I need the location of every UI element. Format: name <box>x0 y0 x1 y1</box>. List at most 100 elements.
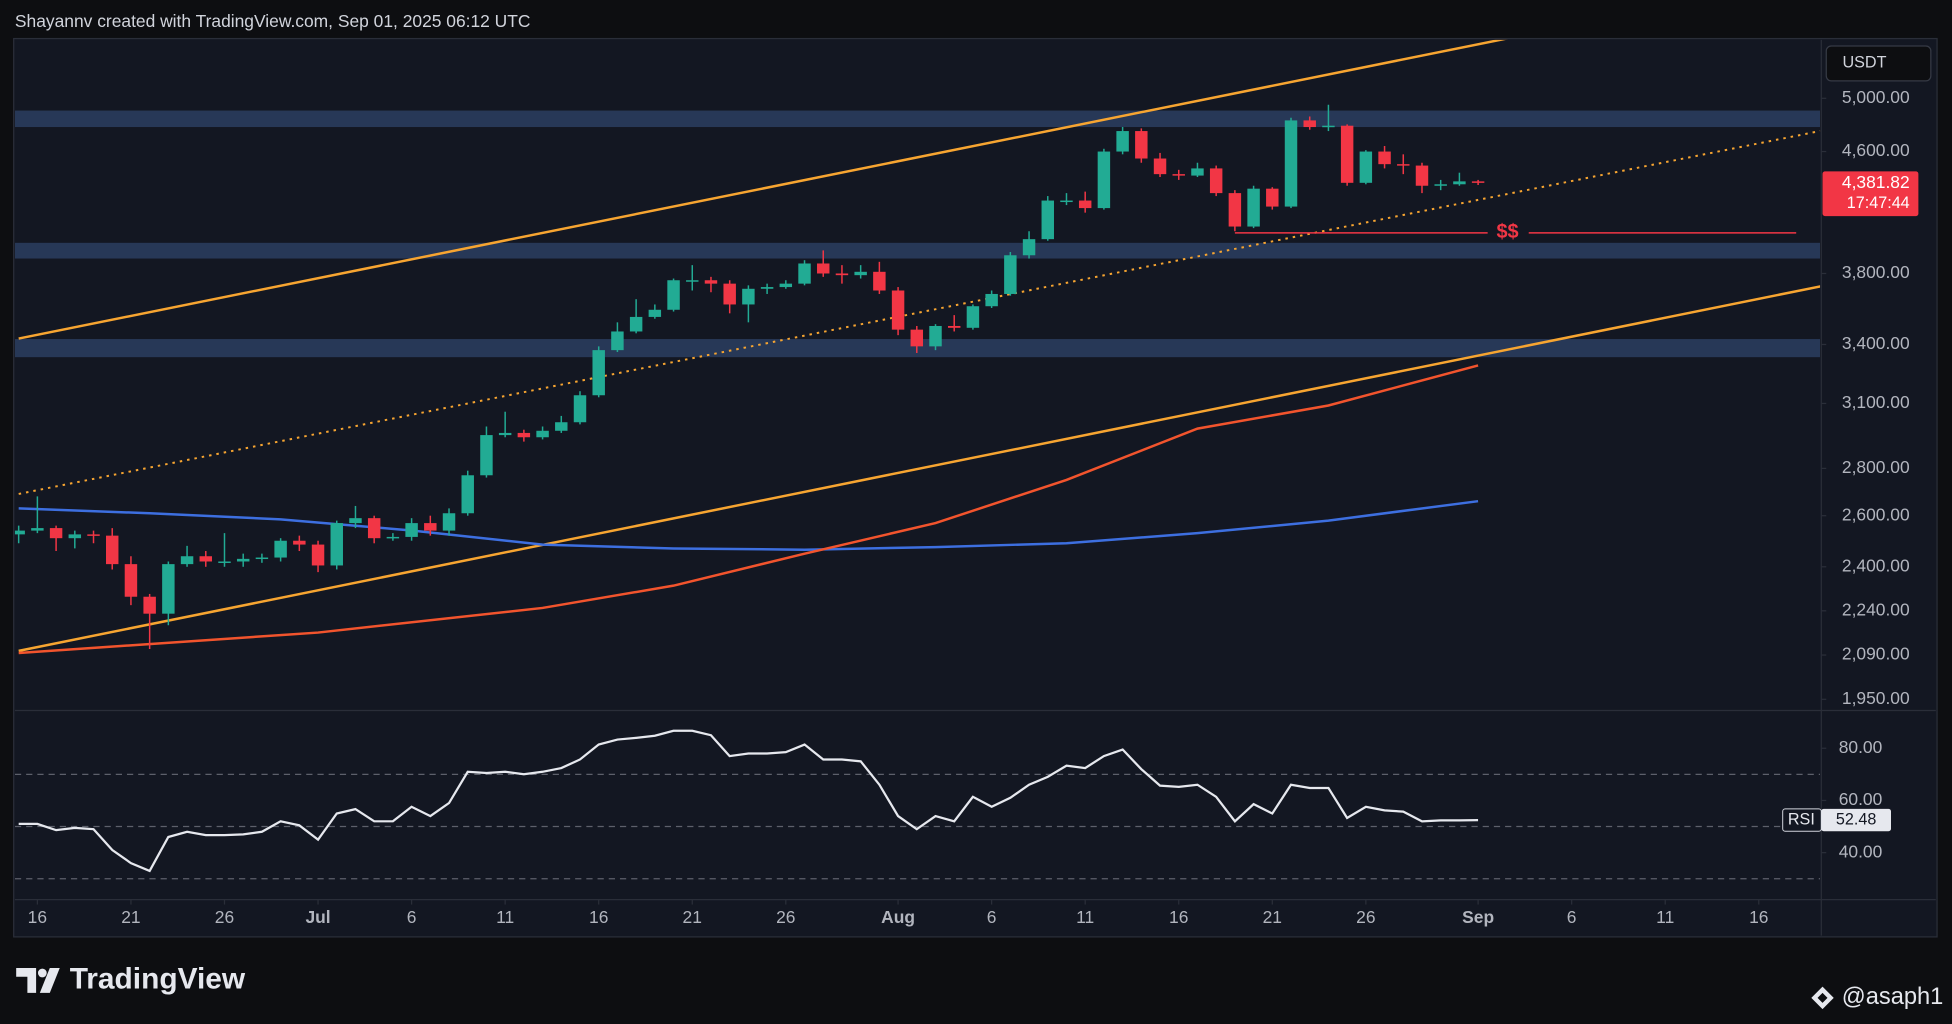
candle-body <box>1135 131 1148 159</box>
candle-body <box>798 263 811 284</box>
candle-body <box>1397 164 1410 166</box>
x-tick-label: 26 <box>1356 907 1375 927</box>
brand-logo <box>16 968 60 993</box>
candle-body <box>87 534 100 536</box>
candle-body <box>517 432 531 438</box>
y-tick-label: 4,600.00 <box>1842 140 1910 160</box>
candle-body <box>1172 174 1185 176</box>
candle-body <box>124 564 138 597</box>
candle-body <box>293 540 306 545</box>
candle-body <box>1153 158 1167 175</box>
y-tick-label: 3,100.00 <box>1842 392 1910 412</box>
candle-body <box>1191 168 1204 176</box>
candle-body <box>1378 151 1391 165</box>
zone <box>14 242 1821 259</box>
candle-body <box>274 540 287 558</box>
candle-body <box>1303 120 1316 128</box>
price-pane: $$ <box>14 39 1821 655</box>
candle-body <box>704 280 718 284</box>
x-tick-label: 11 <box>496 907 514 927</box>
x-tick-label: 16 <box>589 907 608 927</box>
candle-body <box>1228 193 1242 227</box>
trendline <box>18 285 1821 653</box>
candle-body <box>255 557 269 560</box>
candle-body <box>330 523 343 566</box>
candle-body <box>49 528 63 539</box>
x-tick-label: Sep <box>1462 907 1494 927</box>
x-tick-label: 11 <box>1076 907 1094 927</box>
candle-body <box>611 331 624 351</box>
y-tick-label: 2,240.00 <box>1842 599 1910 619</box>
candle-body <box>143 596 156 614</box>
rsi-y-tick-label: 60.00 <box>1839 789 1883 809</box>
candle-body <box>1078 200 1092 209</box>
y-tick-label: 2,090.00 <box>1842 644 1910 664</box>
x-tick-label: 26 <box>776 907 795 927</box>
x-tick-label: 21 <box>121 907 140 927</box>
candle-body <box>835 273 849 276</box>
candle-body <box>498 432 512 436</box>
candle-body <box>236 558 250 562</box>
candle-body <box>1004 255 1017 294</box>
candle-body <box>424 523 437 531</box>
y-tick-label: 1,950.00 <box>1842 688 1910 708</box>
candle-body <box>573 395 587 423</box>
candle-body <box>1266 188 1279 207</box>
y-tick-label: 3,400.00 <box>1842 333 1910 353</box>
candle-body <box>910 329 924 347</box>
candle-body <box>760 287 774 289</box>
candle-body <box>442 513 456 531</box>
candle-body <box>555 422 568 431</box>
candle-body <box>386 536 400 539</box>
y-tick-label: 3,800.00 <box>1842 262 1910 282</box>
candle-body <box>31 528 44 531</box>
rsi-name: RSI <box>1788 810 1815 828</box>
candle-body <box>1284 120 1298 207</box>
candle-body <box>742 288 755 305</box>
candle-body <box>854 271 867 276</box>
trendline <box>18 129 1821 495</box>
moving-average <box>18 364 1479 655</box>
candle-body <box>723 283 736 305</box>
candle-body <box>367 518 381 539</box>
zone <box>14 110 1821 128</box>
candle-body <box>536 430 549 438</box>
candle-body <box>68 534 82 539</box>
liquidity-label: $$ <box>1496 221 1518 243</box>
y-tick-label: 2,400.00 <box>1842 555 1910 575</box>
candle-body <box>817 263 830 274</box>
x-tick-label: 16 <box>1169 907 1188 927</box>
candle-body <box>1322 125 1335 128</box>
candle-body <box>648 309 662 317</box>
chart-area <box>13 37 1938 938</box>
candle-body <box>873 271 886 291</box>
candle-body <box>891 290 905 330</box>
currency[interactable]: USDT <box>1842 54 1886 72</box>
candle-body <box>1434 184 1447 186</box>
candle-body <box>667 280 680 310</box>
rsi-y-tick-label: 80.00 <box>1839 737 1883 757</box>
candle-body <box>629 316 643 332</box>
candle-body <box>14 530 25 535</box>
rsi-line <box>18 729 1479 873</box>
candle-body <box>480 435 493 476</box>
brand-name: TradingView <box>70 962 246 995</box>
countdown: 17:47:44 <box>1847 194 1910 212</box>
candle-body <box>1022 239 1036 256</box>
currency-box[interactable] <box>1825 45 1932 82</box>
axes: 5,000.00 4,600.00 3,800.00 3,400.00 3,100.00… <box>28 87 1919 927</box>
x-tick-label: 21 <box>683 907 702 927</box>
x-tick-label: 21 <box>1263 907 1282 927</box>
candle-body <box>779 283 793 288</box>
candle-body <box>1415 165 1429 186</box>
candle-body <box>1060 200 1073 203</box>
x-tick-label: 6 <box>407 907 417 927</box>
x-tick-label: Jul <box>305 907 330 927</box>
x-tick-label: Aug <box>881 907 915 927</box>
x-tick-label: 16 <box>1749 907 1768 927</box>
candle-body <box>349 518 362 524</box>
x-tick-label: 6 <box>1567 907 1577 927</box>
candle-body <box>985 293 998 307</box>
candle-body <box>405 523 418 537</box>
